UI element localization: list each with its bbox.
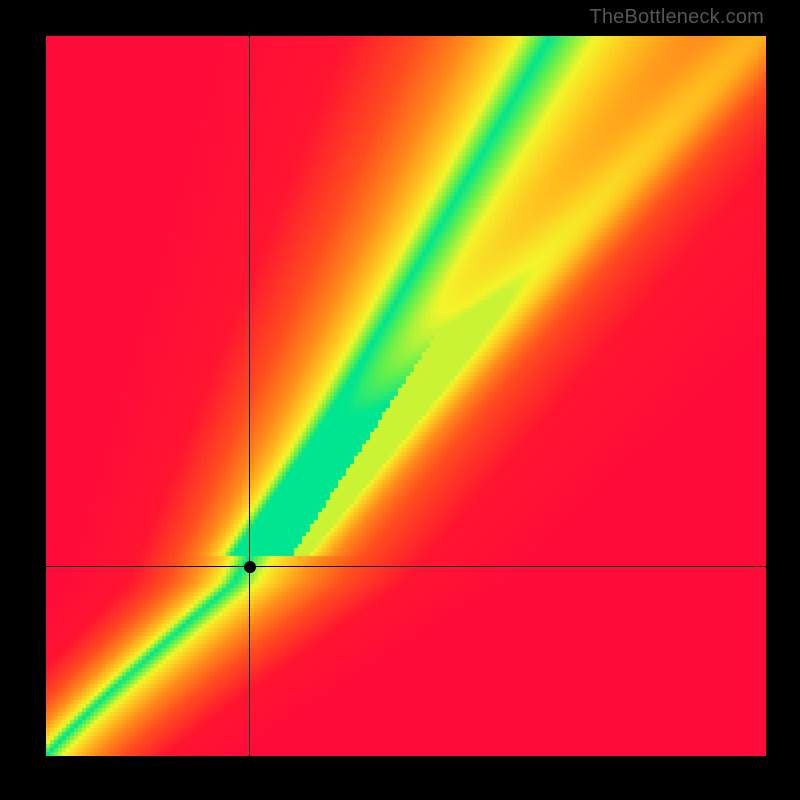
chart-container: TheBottleneck.com (0, 0, 800, 800)
crosshair-vertical (249, 36, 250, 756)
plot-area (46, 36, 766, 756)
crosshair-marker (244, 561, 256, 573)
watermark-text: TheBottleneck.com (589, 6, 764, 29)
crosshair-horizontal (46, 566, 766, 567)
heatmap-canvas (46, 36, 766, 756)
